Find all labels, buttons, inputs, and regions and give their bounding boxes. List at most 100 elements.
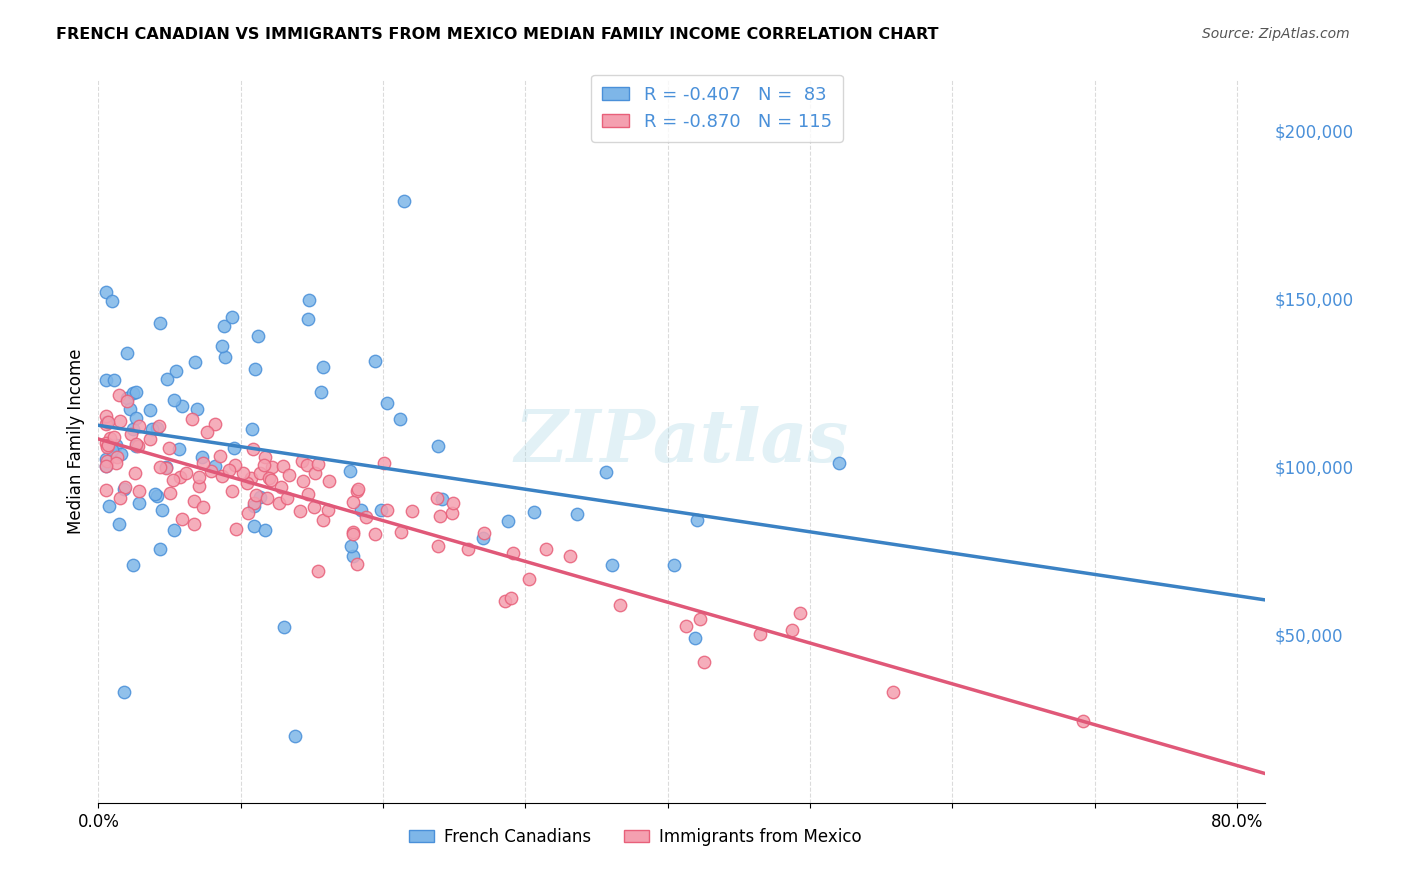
- Point: [426, 540, 449, 554]
- Point: [339, 464, 361, 478]
- Point: [249, 466, 271, 480]
- Point: [104, 456, 127, 470]
- Point: [94, 436, 117, 450]
- Point: [748, 626, 770, 640]
- Point: [1071, 714, 1094, 728]
- Point: [249, 490, 271, 504]
- Point: [146, 421, 169, 435]
- Point: [364, 354, 387, 368]
- Point: [236, 507, 259, 521]
- Point: [97, 499, 120, 513]
- Point: [172, 400, 194, 414]
- Point: [609, 598, 631, 612]
- Point: [295, 458, 318, 472]
- Point: [536, 541, 558, 556]
- Point: [159, 486, 181, 500]
- Point: [240, 422, 263, 436]
- Point: [392, 194, 415, 208]
- Point: [212, 319, 235, 334]
- Point: [232, 466, 254, 480]
- Point: [686, 513, 709, 527]
- Point: [276, 491, 298, 506]
- Text: ZIPatlas: ZIPatlas: [515, 406, 849, 477]
- Point: [340, 539, 363, 553]
- Point: [125, 436, 148, 450]
- Point: [254, 523, 277, 537]
- Point: [120, 426, 142, 441]
- Point: [110, 448, 132, 462]
- Point: [389, 525, 412, 540]
- Point: [214, 350, 236, 364]
- Point: [316, 503, 339, 517]
- Point: [267, 495, 290, 509]
- Point: [128, 483, 150, 498]
- Point: [187, 470, 209, 484]
- Point: [308, 457, 330, 471]
- Point: [427, 440, 450, 454]
- Point: [517, 572, 540, 586]
- Point: [120, 401, 142, 416]
- Point: [181, 411, 204, 425]
- Point: [236, 476, 259, 491]
- Point: [882, 685, 904, 699]
- Point: [311, 385, 333, 400]
- Point: [103, 430, 125, 444]
- Point: [121, 385, 143, 400]
- Point: [373, 456, 395, 470]
- Point: [124, 439, 146, 453]
- Point: [163, 523, 186, 537]
- Point: [112, 684, 135, 698]
- Text: FRENCH CANADIAN VS IMMIGRANTS FROM MEXICO MEDIAN FAMILY INCOME CORRELATION CHART: FRENCH CANADIAN VS IMMIGRANTS FROM MEXIC…: [56, 27, 939, 42]
- Point: [146, 489, 169, 503]
- Point: [502, 546, 524, 560]
- Point: [117, 393, 139, 408]
- Point: [98, 431, 121, 445]
- Text: Source: ZipAtlas.com: Source: ZipAtlas.com: [1202, 27, 1350, 41]
- Point: [96, 483, 118, 498]
- Point: [350, 503, 373, 517]
- Point: [346, 483, 368, 498]
- Point: [789, 606, 811, 620]
- Point: [297, 487, 319, 501]
- Point: [114, 480, 136, 494]
- Point: [96, 440, 118, 454]
- Point: [342, 494, 364, 508]
- Point: [193, 456, 215, 470]
- Point: [94, 409, 117, 423]
- Point: [148, 418, 170, 433]
- Point: [143, 487, 166, 501]
- Point: [200, 464, 222, 478]
- Point: [291, 475, 314, 489]
- Point: [165, 364, 187, 378]
- Point: [176, 466, 198, 480]
- Point: [245, 488, 267, 502]
- Point: [270, 480, 292, 494]
- Point: [364, 527, 387, 541]
- Point: [100, 442, 122, 457]
- Point: [103, 373, 125, 387]
- Point: [262, 460, 284, 475]
- Point: [558, 549, 581, 563]
- Point: [97, 438, 120, 452]
- Point: [183, 493, 205, 508]
- Point: [96, 454, 118, 468]
- Point: [260, 473, 283, 487]
- Point: [186, 402, 208, 417]
- Point: [204, 417, 226, 431]
- Point: [222, 441, 245, 455]
- Point: [675, 618, 697, 632]
- Point: [184, 355, 207, 369]
- Point: [243, 519, 266, 533]
- Point: [110, 414, 132, 428]
- Point: [298, 293, 321, 307]
- Point: [149, 460, 172, 475]
- Point: [162, 473, 184, 487]
- Point: [163, 393, 186, 408]
- Point: [683, 632, 706, 646]
- Point: [312, 359, 335, 374]
- Point: [240, 471, 263, 485]
- Point: [284, 729, 307, 743]
- Point: [247, 329, 270, 343]
- Point: [342, 524, 364, 539]
- Point: [311, 513, 333, 527]
